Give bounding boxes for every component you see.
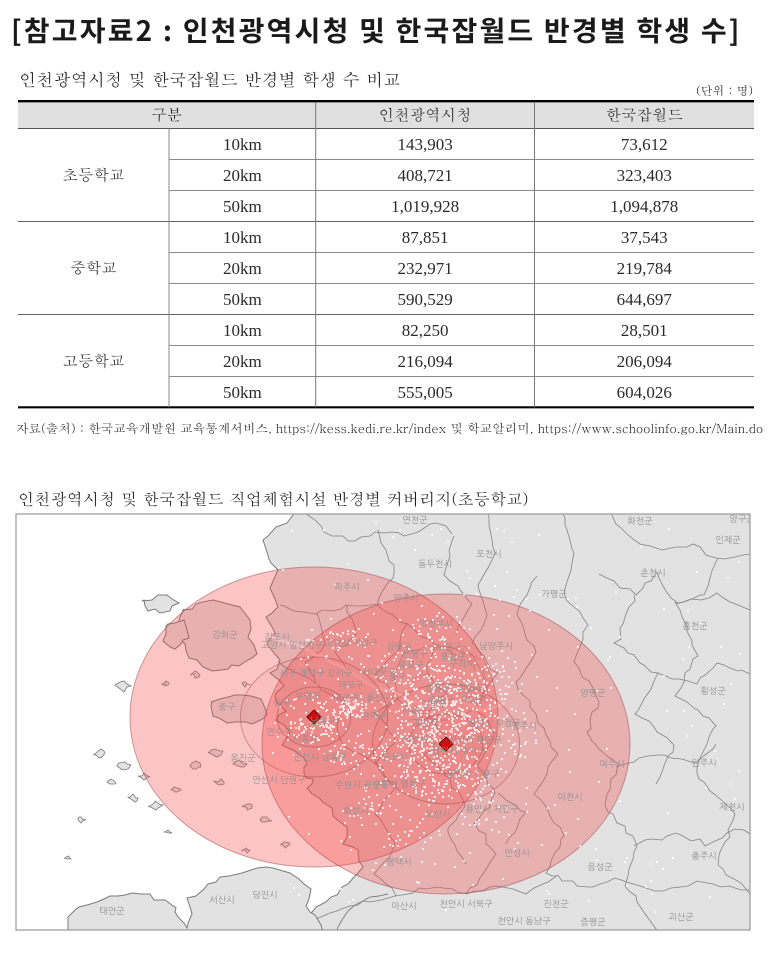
svg-text:323,403: 323,403 [617,166,672,185]
svg-text:10km: 10km [223,135,262,154]
svg-text:1,019,928: 1,019,928 [391,197,459,216]
svg-text:73,612: 73,612 [621,135,668,154]
svg-text:219,784: 219,784 [617,259,673,278]
svg-text:50km: 50km [223,290,262,309]
svg-text:10km: 10km [223,321,262,340]
svg-text:555,005: 555,005 [397,383,452,402]
svg-text:216,094: 216,094 [397,352,453,371]
svg-text:143,903: 143,903 [397,135,452,154]
svg-text:20km: 20km [223,352,262,371]
svg-text:82,250: 82,250 [402,321,449,340]
svg-text:1,094,878: 1,094,878 [610,197,678,216]
svg-text:232,971: 232,971 [397,259,452,278]
svg-text:604,026: 604,026 [617,383,672,402]
svg-text:87,851: 87,851 [402,228,449,247]
svg-text:37,543: 37,543 [621,228,668,247]
svg-text:590,529: 590,529 [397,290,452,309]
svg-text:206,094: 206,094 [617,352,673,371]
svg-text:408,721: 408,721 [397,166,452,185]
svg-text:28,501: 28,501 [621,321,668,340]
svg-text:50km: 50km [223,197,262,216]
svg-text:20km: 20km [223,166,262,185]
svg-text:50km: 50km [223,383,262,402]
svg-text:20km: 20km [223,259,262,278]
svg-text:644,697: 644,697 [617,290,673,309]
svg-text:10km: 10km [223,228,262,247]
